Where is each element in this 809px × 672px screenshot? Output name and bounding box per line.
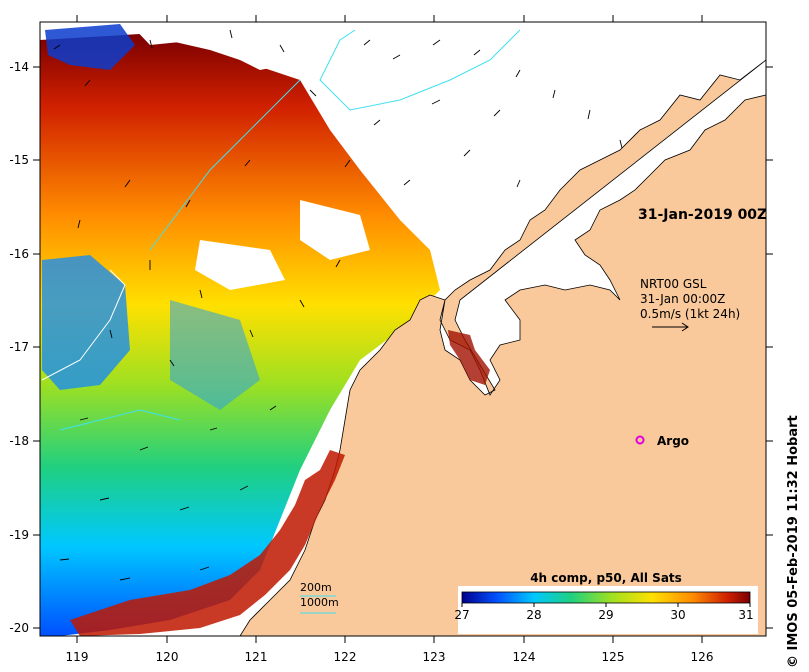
isobath-line <box>41 269 126 381</box>
colorbar-tick-label: 31 <box>738 608 753 622</box>
lon-tick-label: 125 <box>602 650 625 664</box>
lon-tick-label: 126 <box>691 650 714 664</box>
lon-tick-label: 120 <box>156 650 179 664</box>
sst-warm-coastal-band <box>70 450 345 636</box>
lon-tick-label: 122 <box>334 650 357 664</box>
colorbar-tick-label: 29 <box>598 608 613 622</box>
lon-tick-label: 124 <box>513 650 536 664</box>
lat-tick-label: -17 <box>9 340 29 354</box>
isobath-line <box>59 409 181 431</box>
lon-tick-label: 123 <box>423 650 446 664</box>
lon-tick-label: 121 <box>245 650 268 664</box>
lat-tick-label: -14 <box>9 60 29 74</box>
current-vectors <box>53 29 623 581</box>
lat-tick-label: -18 <box>9 434 29 448</box>
lon-tick-label: 119 <box>66 650 89 664</box>
lat-tick-label: -15 <box>9 153 29 167</box>
sst-cool-patch-west <box>42 255 130 390</box>
cloud-gap-3 <box>300 200 370 260</box>
current-scale-label: 0.5m/s (1kt 24h) <box>640 307 740 321</box>
axis-ticks <box>33 15 773 643</box>
colorbar-tick-label: 28 <box>526 608 541 622</box>
isobath-line <box>149 79 301 251</box>
cloud-gap-1 <box>130 24 320 70</box>
isobath-legend-200m: 200m <box>300 581 332 594</box>
colorbar-title: 4h comp, p50, All Sats <box>530 571 682 585</box>
cloud-gap-2 <box>195 240 285 290</box>
lat-tick-label: -20 <box>9 621 29 635</box>
current-time-label: 31-Jan 00:00Z <box>640 292 725 306</box>
credit-label: © IMOS 05-Feb-2019 11:32 Hobart <box>786 415 801 668</box>
lat-tick-label: -16 <box>9 247 29 261</box>
colorbar <box>461 591 751 604</box>
date-label: 31-Jan-2019 00Z <box>638 207 767 223</box>
argo-label: Argo <box>657 434 689 448</box>
isobath-legend-1000m: 1000m <box>300 596 339 609</box>
sst-warm-bay-patch <box>448 330 490 385</box>
sst-cool-patch-mid <box>170 300 260 410</box>
colorbar-ticks <box>461 603 751 607</box>
colorbar-tick-label: 27 <box>454 608 469 622</box>
land-mass <box>239 59 766 636</box>
current-scale-arrow-icon <box>652 322 689 332</box>
lat-tick-label: -19 <box>9 528 29 542</box>
colorbar-tick-label: 30 <box>670 608 685 622</box>
map-frame <box>39 21 767 637</box>
sst-cool-patch-north <box>45 24 135 70</box>
current-source-label: NRT00 GSL <box>640 277 707 291</box>
isobath-line <box>319 29 521 111</box>
argo-float-marker <box>635 435 645 445</box>
